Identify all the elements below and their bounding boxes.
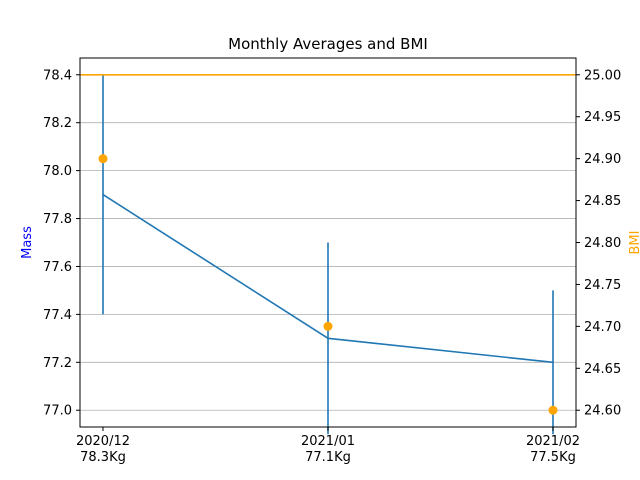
y-axis-label-right: BMI <box>628 231 640 255</box>
y-tick-label: 78.0 <box>43 164 72 179</box>
y-right-tick-label: 24.80 <box>584 236 621 251</box>
y-axis-label: Mass <box>20 226 35 259</box>
x-tick-sublabel: 77.1Kg <box>305 450 351 465</box>
y-right-tick-label: 24.75 <box>584 278 621 293</box>
y-right-tick-label: 24.85 <box>584 194 621 209</box>
bmi-point <box>323 321 333 331</box>
bmi-point <box>98 154 108 164</box>
y-tick-label: 77.8 <box>43 212 72 227</box>
y-tick-label: 77.4 <box>43 308 72 323</box>
bmi-point <box>548 405 558 415</box>
y-right-tick-label: 24.60 <box>584 404 621 419</box>
y-tick-label: 78.2 <box>43 116 72 131</box>
y-tick-label: 78.4 <box>43 68 72 83</box>
x-tick-label: 2021/02 <box>526 434 580 449</box>
y-right-tick-label: 24.90 <box>584 152 621 167</box>
plot-area <box>80 73 576 435</box>
x-tick-sublabel: 78.3Kg <box>80 450 126 465</box>
y-tick-label: 77.2 <box>43 356 72 371</box>
y-tick-label: 77.6 <box>43 260 72 275</box>
x-tick-sublabel: 77.5Kg <box>530 450 576 465</box>
y-right-tick-label: 24.95 <box>584 110 621 125</box>
axes: 77.0 77.2 77.4 77.6 77.8 78.0 78.2 78.4 24.60 24.… <box>43 68 621 465</box>
x-tick-label: 2021/01 <box>301 434 355 449</box>
y-right-tick-label: 24.70 <box>584 320 621 335</box>
y-tick-label: 77.0 <box>43 404 72 419</box>
x-tick-label: 2020/12 <box>76 434 130 449</box>
y-right-tick-label: 24.65 <box>584 362 621 377</box>
y-right-tick-label: 25.00 <box>584 68 621 83</box>
chart-title: Monthly Averages and BMI <box>228 35 428 53</box>
